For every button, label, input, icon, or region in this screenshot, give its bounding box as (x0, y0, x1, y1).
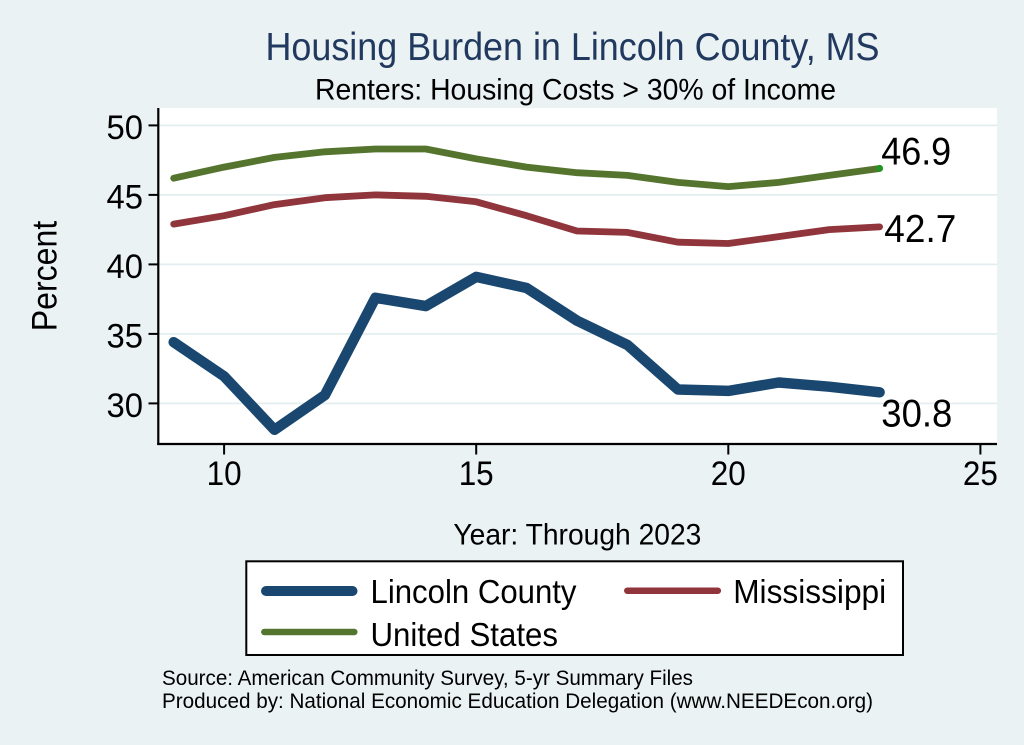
svg-text:25: 25 (963, 455, 998, 493)
svg-text:46.9: 46.9 (881, 130, 951, 173)
svg-text:Renters: Housing Costs > 30% o: Renters: Housing Costs > 30% of Income (315, 74, 836, 107)
svg-text:42.7: 42.7 (884, 208, 956, 251)
svg-text:30: 30 (107, 387, 144, 425)
svg-text:Mississippi: Mississippi (733, 573, 886, 610)
svg-text:10: 10 (207, 455, 242, 493)
svg-text:Produced by: National Economic: Produced by: National Economic Education… (162, 689, 873, 713)
svg-text:45: 45 (107, 178, 144, 216)
svg-text:Source: American Community Sur: Source: American Community Survey, 5-yr … (162, 666, 693, 690)
svg-text:50: 50 (107, 109, 144, 147)
svg-text:40: 40 (107, 248, 144, 286)
svg-text:Housing Burden in Lincoln Coun: Housing Burden in Lincoln County, MS (266, 26, 880, 69)
svg-text:20: 20 (711, 455, 746, 493)
svg-text:Lincoln County: Lincoln County (371, 573, 577, 610)
svg-text:35: 35 (107, 317, 144, 355)
svg-text:United States: United States (371, 616, 559, 653)
svg-text:15: 15 (459, 455, 494, 493)
svg-text:30.8: 30.8 (881, 393, 952, 436)
svg-text:Year: Through 2023: Year: Through 2023 (453, 519, 701, 552)
svg-text:Percent: Percent (26, 221, 65, 332)
